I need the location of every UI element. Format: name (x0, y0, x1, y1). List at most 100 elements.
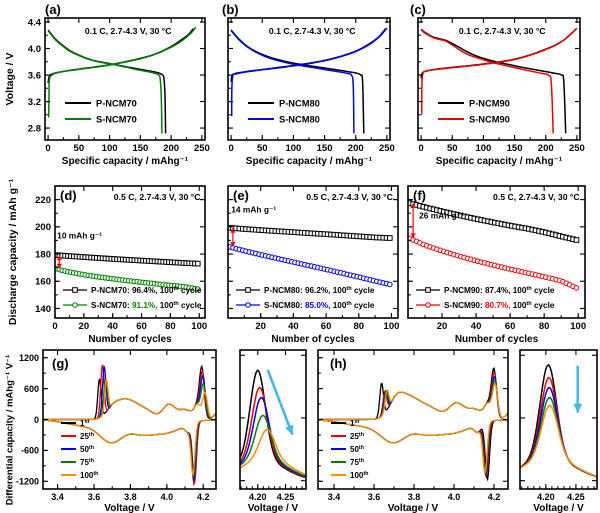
curve-s-ncm80-charge (230, 27, 388, 117)
arrow-head (230, 227, 236, 233)
x-tick-label: 0 (228, 143, 233, 154)
series-area-a (47, 26, 197, 134)
marker-square (387, 235, 393, 241)
arrow-head (56, 263, 62, 269)
panel-label-a: (a) (45, 2, 61, 17)
x-tick-label: 4.20 (537, 492, 555, 502)
legend-cycle-100: 100th (80, 471, 98, 480)
x-tick-label: 4.2 (197, 492, 210, 502)
ylabel-discharge-capacity: Discharge capacity / mAh g⁻¹ (7, 178, 19, 326)
arrow-head (56, 255, 62, 261)
dqdv-charge-cycle-75 (318, 378, 508, 421)
marker-circle (387, 281, 393, 288)
x-tick-label: 100 (384, 321, 400, 332)
inset-curve-4 (520, 404, 597, 477)
curve-s-ncm90-charge (420, 27, 578, 115)
legend-label-s-ncm80: S-NCM80 (279, 114, 320, 124)
legend-entry: S-NCM90: 80.7%, 100th cycle (444, 301, 555, 310)
x-axis-label: Number of cycles (271, 334, 355, 345)
panel-b: 0 50 100 150 200 250 Specific capacity / mAhg⁻… (222, 2, 395, 167)
legend-cycle-50: 50th (80, 445, 94, 454)
series-area-c (420, 27, 578, 134)
y-tick-label: 180 (35, 249, 51, 260)
curve-s-ncm70-discharge (47, 30, 163, 134)
panel-label-h: (h) (330, 356, 347, 371)
inset-curve-3 (240, 414, 306, 477)
panel-d: 0 20 40 60 80 100 140 160 180 200 220 Number of cyc… (35, 185, 207, 345)
legend-entry: P-NCM70: 96.4%, 100th cycle (91, 286, 202, 295)
panel-label-b: (b) (222, 2, 239, 17)
x-tick-label: 200 (348, 143, 364, 154)
dqdv-discharge-cycle-100 (318, 419, 508, 474)
dqdv-charge-cycle-1 (43, 364, 216, 421)
legend-cycle-75: 75th (80, 458, 94, 467)
condition-annotation: 0.5 C, 2.7-4.3 V, 30 °C (306, 192, 393, 202)
y-tick-label: 140 (35, 304, 51, 315)
condition-annotation: 0.5 C, 2.7-4.3 V, 30 °C (114, 192, 201, 202)
dqdv-charge-cycle-100 (318, 382, 508, 421)
legend-cycle-1: 1st (80, 419, 89, 428)
x-tick-label: 80 (539, 321, 550, 332)
y-tick-label: 4.0 (28, 44, 41, 55)
gap-label: 26 mAh g⁻¹ (419, 211, 464, 221)
x-axis-label: Number of cycles (88, 334, 172, 345)
curve-s-ncm80-discharge (230, 30, 355, 134)
x-tick-label: 50 (447, 143, 458, 154)
panel-a: 0 50 100 150 200 250 2.8 3.2 3.6 4.0 4.4 Specific c… (28, 2, 210, 167)
x-tick-label: 4.2 (488, 492, 501, 502)
series-area-e (228, 224, 393, 288)
dqdv-charge-cycle-50 (318, 375, 508, 421)
x-tick-label: 20 (79, 321, 90, 332)
axes-frame-e (227, 185, 399, 319)
legend-entry: P-NCM90: 87.4%, 100th cycle (444, 286, 555, 295)
x-tick-label: 60 (321, 321, 332, 332)
x-tick-label: 40 (107, 321, 118, 332)
panel-label-f: (f) (413, 188, 426, 203)
legend-marker-circle (425, 302, 431, 308)
y-tick-label: 3.2 (28, 97, 41, 108)
x-tick-label: 0 (418, 143, 423, 154)
marker-square (573, 237, 580, 243)
y-tick-label: 200 (35, 222, 51, 233)
x-tick-label: 3.8 (124, 492, 137, 502)
dqdv-discharge-cycle-100 (43, 419, 216, 478)
arrow-head (410, 203, 416, 209)
x-tick-label: 40 (288, 321, 299, 332)
panel-h: 3.4 3.6 3.8 4.0 4.2 Voltage / V (h) 1st 25th 50th… (317, 349, 509, 513)
x-tick-label: 20 (255, 321, 266, 332)
x-tick-label: 0 (45, 143, 50, 154)
x-tick-label: 0 (52, 321, 57, 332)
y-tick-label: 1200 (19, 353, 39, 363)
curve-s-ncm70-charge (47, 26, 197, 118)
x-tick-label: 80 (353, 321, 364, 332)
y-tick-label: 220 (35, 195, 51, 206)
legend-marker-circle (245, 302, 251, 308)
legend-entry: S-NCM80: 85.0%, 100th cycle (264, 301, 375, 310)
x-tick-label: 50 (74, 143, 85, 154)
panel-label-c: (c) (410, 2, 426, 17)
dqdv-charge-cycle-25 (318, 370, 508, 421)
x-tick-label: 3.8 (408, 492, 421, 502)
condition-annotation: 0.1 C, 2.7-4.3 V, 30 °C (85, 26, 172, 36)
legend-entry: P-NCM80: 96.2%, 100th cycle (264, 286, 375, 295)
ylabel-voltage: Voltage / V (4, 52, 16, 106)
gap-label: 10 mAh g⁻¹ (57, 230, 102, 240)
panel-label-e: (e) (233, 188, 249, 203)
x-tick-label: 150 (317, 143, 333, 154)
series-area-hi (520, 363, 597, 478)
panel-label-d: (d) (60, 188, 77, 203)
x-tick-label: 100 (475, 143, 491, 154)
marker-circle (194, 286, 201, 292)
x-tick-label: 100 (102, 143, 118, 154)
dqdv-discharge-cycle-75 (318, 419, 508, 475)
x-tick-label: 3.4 (328, 492, 341, 502)
legend-label-p-ncm90: P-NCM90 (469, 98, 510, 108)
y-tick-label: -1200 (16, 477, 39, 487)
axes-frame-d (54, 185, 206, 319)
x-tick-label: 100 (285, 143, 301, 154)
x-tick-label: 250 (379, 143, 395, 154)
x-tick-label: 40 (471, 321, 482, 332)
x-tick-label: 4.25 (567, 492, 585, 502)
legend-entry: S-NCM70: 91.1%, 100th cycle (91, 301, 202, 310)
